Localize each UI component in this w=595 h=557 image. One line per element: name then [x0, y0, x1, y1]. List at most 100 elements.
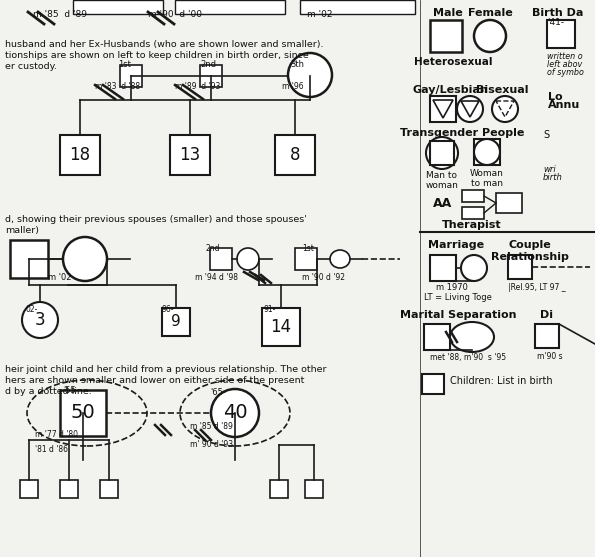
Text: tionships are shown on left to keep children in birth order, since: tionships are shown on left to keep chil… — [5, 51, 309, 60]
Text: d by a dotted line.: d by a dotted line. — [5, 387, 92, 396]
Text: m '90  d '00: m '90 d '00 — [148, 10, 202, 19]
Text: m '02: m '02 — [48, 273, 71, 282]
Text: m '02: m '02 — [307, 10, 333, 19]
Bar — [424, 324, 450, 350]
Text: '81 d '86: '81 d '86 — [35, 445, 68, 454]
Bar — [462, 207, 484, 219]
Bar — [300, 0, 415, 14]
Bar — [547, 20, 575, 48]
Bar — [430, 96, 456, 122]
Text: m '85 d '89: m '85 d '89 — [190, 422, 233, 431]
Text: '41-: '41- — [547, 18, 564, 27]
Text: 1st: 1st — [118, 60, 131, 69]
Ellipse shape — [211, 389, 259, 437]
Text: Di: Di — [540, 310, 553, 320]
Text: 50: 50 — [71, 403, 95, 423]
Bar — [270, 480, 288, 498]
Text: 91-: 91- — [264, 305, 276, 314]
Bar — [170, 135, 210, 175]
Text: 18: 18 — [70, 146, 90, 164]
Bar — [210, 248, 232, 270]
Bar — [508, 255, 532, 279]
Bar — [20, 480, 38, 498]
Circle shape — [461, 255, 487, 281]
Text: 9: 9 — [171, 315, 181, 330]
Bar — [462, 190, 484, 202]
Bar — [162, 308, 190, 336]
Ellipse shape — [450, 322, 494, 352]
Text: Couple
Relationship: Couple Relationship — [491, 240, 569, 262]
Text: AA: AA — [433, 197, 452, 210]
Ellipse shape — [330, 250, 350, 268]
Ellipse shape — [63, 237, 107, 281]
Circle shape — [474, 20, 506, 52]
Text: er custody.: er custody. — [5, 62, 57, 71]
Bar — [422, 374, 444, 394]
Text: m '77 d '80: m '77 d '80 — [35, 430, 78, 439]
Bar — [430, 255, 456, 281]
Text: 96-: 96- — [162, 305, 174, 314]
Text: Transgender People: Transgender People — [400, 128, 524, 138]
Text: S: S — [543, 130, 549, 140]
Bar — [175, 0, 285, 14]
Text: Gay/Lesbian: Gay/Lesbian — [412, 85, 488, 95]
Bar — [295, 248, 317, 270]
Bar — [120, 65, 142, 87]
Circle shape — [426, 137, 458, 169]
Text: 02-: 02- — [26, 305, 38, 314]
Bar — [73, 0, 163, 14]
Bar — [430, 20, 462, 52]
Bar — [474, 139, 500, 165]
Text: hers are shown smaller and lower on either side of the present: hers are shown smaller and lower on eith… — [5, 376, 305, 385]
Text: 8: 8 — [290, 146, 300, 164]
Text: Therapist: Therapist — [442, 220, 502, 230]
Bar — [60, 480, 78, 498]
Text: LT = Living Toge: LT = Living Toge — [424, 293, 492, 302]
Text: left abov: left abov — [547, 60, 583, 69]
Text: m '94 d '98: m '94 d '98 — [195, 273, 238, 282]
Text: Children: List in birth: Children: List in birth — [450, 376, 553, 386]
Circle shape — [474, 139, 500, 165]
Text: m' 90 d '93: m' 90 d '93 — [190, 440, 233, 449]
Text: '65-: '65- — [210, 388, 226, 397]
Circle shape — [457, 96, 483, 122]
Bar — [275, 135, 315, 175]
Text: 13: 13 — [179, 146, 201, 164]
Ellipse shape — [237, 248, 259, 270]
Bar — [200, 65, 222, 87]
Text: 3: 3 — [35, 311, 45, 329]
Bar — [100, 480, 118, 498]
Circle shape — [22, 302, 58, 338]
Text: m 1970: m 1970 — [436, 283, 468, 292]
Text: 14: 14 — [271, 318, 292, 336]
Text: of symbo: of symbo — [547, 68, 584, 77]
Text: Female: Female — [468, 8, 512, 18]
Text: m '83  d '88: m '83 d '88 — [95, 82, 140, 91]
Text: m'90 s: m'90 s — [537, 352, 563, 361]
Text: '55-: '55- — [63, 386, 79, 395]
Text: 3th: 3th — [290, 60, 304, 69]
Text: 2nd: 2nd — [205, 244, 220, 253]
Text: Bisexual: Bisexual — [476, 85, 528, 95]
Bar — [535, 324, 559, 348]
Bar — [496, 193, 522, 213]
Text: Male: Male — [433, 8, 463, 18]
Bar — [60, 135, 100, 175]
Text: written o: written o — [547, 52, 583, 61]
Text: m '90 d '92: m '90 d '92 — [302, 273, 345, 282]
Text: d, showing their previous spouses (smaller) and those spouses': d, showing their previous spouses (small… — [5, 215, 307, 224]
Ellipse shape — [288, 53, 332, 97]
Text: husband and her Ex-Husbands (who are shown lower and smaller).: husband and her Ex-Husbands (who are sho… — [5, 40, 324, 49]
Text: birth: birth — [543, 173, 563, 182]
Text: wri: wri — [543, 165, 556, 174]
Text: m '96: m '96 — [282, 82, 303, 91]
Text: m '89  d '93: m '89 d '93 — [175, 82, 220, 91]
Bar — [60, 390, 106, 436]
Text: 1st: 1st — [302, 244, 314, 253]
Bar — [305, 480, 323, 498]
Text: met '88, m'90  s '95: met '88, m'90 s '95 — [430, 353, 506, 362]
Bar — [262, 308, 300, 346]
Text: Marital Separation: Marital Separation — [400, 310, 516, 320]
Text: 2nd: 2nd — [200, 60, 216, 69]
Text: m '85  d '89: m '85 d '89 — [33, 10, 87, 19]
